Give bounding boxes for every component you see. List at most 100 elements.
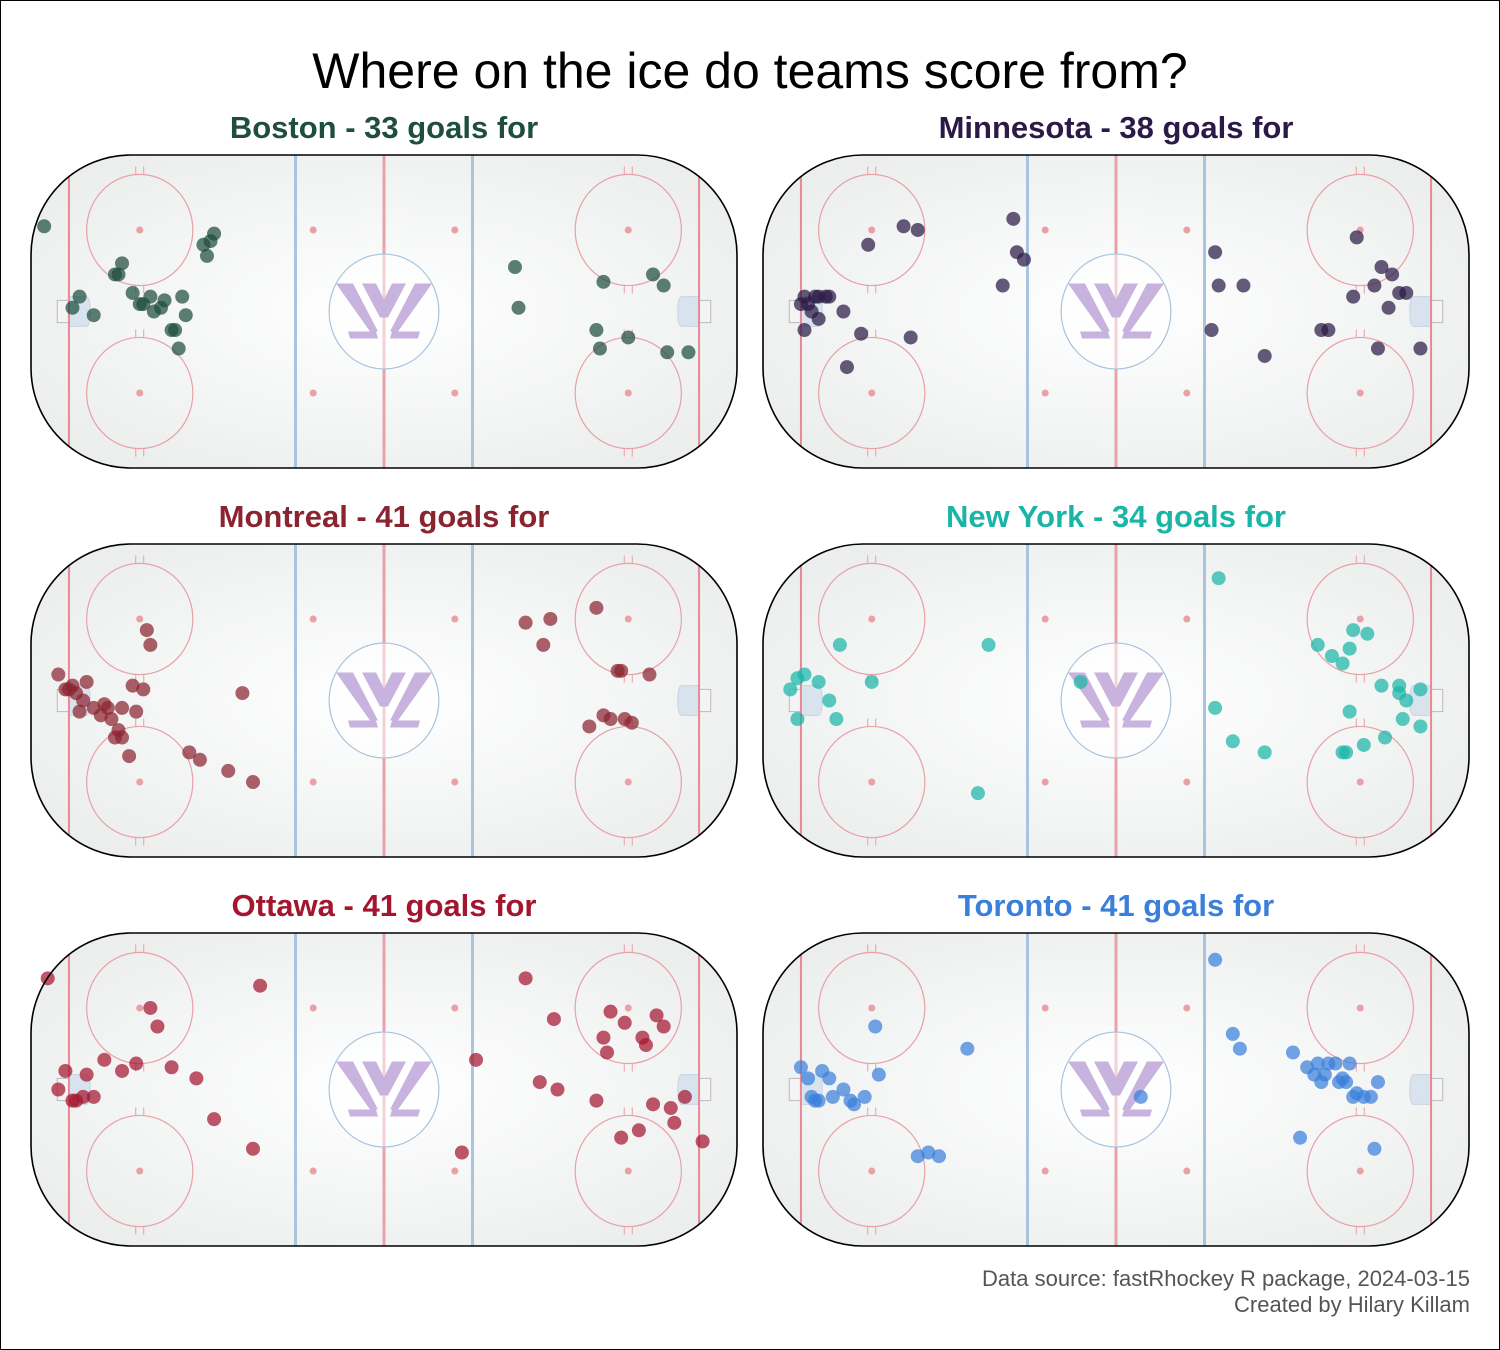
goal-point xyxy=(677,1089,692,1104)
rink-plot xyxy=(30,932,738,1247)
logo-stroke xyxy=(1094,672,1138,707)
rink-boards xyxy=(762,932,1470,1247)
goal-point xyxy=(649,1008,664,1023)
faceoff-dot xyxy=(624,389,632,397)
goal-point xyxy=(656,1019,671,1034)
goal-net xyxy=(698,1077,712,1102)
faceoff-circle xyxy=(574,951,682,1065)
goal-point xyxy=(910,1149,925,1164)
goal-point xyxy=(614,663,629,678)
goal-point xyxy=(79,1067,94,1082)
figure-title: Where on the ice do teams score from? xyxy=(312,43,1188,99)
panel-montreal: Montreal - 41 goals for xyxy=(30,499,738,879)
goal-point xyxy=(207,1112,222,1127)
goal-point xyxy=(1370,1075,1385,1090)
goal-point xyxy=(1257,348,1272,363)
faceoff-circle xyxy=(1306,173,1414,287)
faceoff-dot xyxy=(624,615,632,623)
goal-point xyxy=(903,330,918,345)
logo-stroke xyxy=(362,672,406,707)
goal-point xyxy=(97,1052,112,1067)
neutral-faceoff-dot xyxy=(309,226,317,234)
goal-point xyxy=(143,289,158,304)
goal-point xyxy=(507,260,522,275)
rink-boards xyxy=(30,543,738,858)
rink-surface xyxy=(31,933,737,1246)
goal-point xyxy=(589,1093,604,1108)
goal-point xyxy=(104,712,119,727)
goal-point xyxy=(76,693,91,708)
neutral-faceoff-dot xyxy=(1183,226,1191,234)
neutral-faceoff-dot xyxy=(1183,615,1191,623)
neutral-faceoff-dot xyxy=(451,1004,459,1012)
rink-surface xyxy=(763,544,1469,857)
goal-point xyxy=(663,1101,678,1116)
goal-point xyxy=(1208,952,1223,967)
goal-net xyxy=(1430,1077,1444,1102)
goal-point xyxy=(246,1141,261,1156)
goal-point xyxy=(129,704,144,719)
goal-point xyxy=(638,1038,653,1053)
logo-stroke xyxy=(1122,331,1152,339)
goal-point xyxy=(921,1145,936,1160)
neutral-faceoff-dot xyxy=(1183,1004,1191,1012)
goal-point xyxy=(1374,678,1389,693)
league-logo-icon xyxy=(336,1061,432,1117)
goal-point xyxy=(86,1089,101,1104)
neutral-faceoff-dot xyxy=(451,778,459,786)
faceoff-dot xyxy=(136,226,144,234)
goal-point xyxy=(111,267,126,282)
caption-credit: Created by Hilary Killam xyxy=(1234,1292,1470,1317)
goal-net xyxy=(698,688,712,713)
goal-point xyxy=(454,1145,469,1160)
faceoff-circle xyxy=(1306,951,1414,1065)
panel-toronto: Toronto - 41 goals for xyxy=(762,888,1470,1268)
goal-point xyxy=(864,674,879,689)
rink-surface xyxy=(31,155,737,468)
goal-point xyxy=(825,1089,840,1104)
goal-point xyxy=(1370,341,1385,356)
faceoff-circle xyxy=(86,173,194,287)
goal-point xyxy=(51,667,66,682)
goal-point xyxy=(960,1041,975,1056)
goal-point xyxy=(1339,745,1354,760)
goal-point xyxy=(86,308,101,323)
faceoff-dot xyxy=(624,1167,632,1175)
goal-point xyxy=(995,278,1010,293)
faceoff-circle xyxy=(818,725,926,839)
faceoff-circle xyxy=(86,562,194,676)
panel-title: New York - 34 goals for xyxy=(946,499,1286,534)
neutral-faceoff-dot xyxy=(309,389,317,397)
neutral-faceoff-dot xyxy=(451,1167,459,1175)
goal-point xyxy=(811,311,826,326)
rink-boards xyxy=(762,543,1470,858)
faceoff-dot xyxy=(136,615,144,623)
neutral-faceoff-dot xyxy=(1041,389,1049,397)
rink-plot xyxy=(30,154,738,469)
faceoff-circle xyxy=(1306,562,1414,676)
logo-stroke xyxy=(1122,1109,1152,1117)
goal-point xyxy=(829,712,844,727)
faceoff-circle xyxy=(818,562,926,676)
goal-point xyxy=(1395,712,1410,727)
panel-title: Toronto - 41 goals for xyxy=(957,888,1275,923)
neutral-faceoff-dot xyxy=(1183,389,1191,397)
goal-point xyxy=(614,1130,629,1145)
goal-point xyxy=(624,715,639,730)
goal-point xyxy=(192,752,207,767)
goal-point xyxy=(58,1063,73,1078)
faceoff-dot xyxy=(868,778,876,786)
neutral-faceoff-dot xyxy=(1041,1004,1049,1012)
goal-point xyxy=(832,637,847,652)
goal-point xyxy=(589,323,604,338)
faceoff-dot xyxy=(136,389,144,397)
goal-point xyxy=(695,1134,710,1149)
goal-point xyxy=(660,345,675,360)
goal-point xyxy=(51,1082,66,1097)
goal-net xyxy=(698,299,712,324)
goal-point xyxy=(1236,278,1251,293)
logo-stroke xyxy=(1094,283,1138,318)
goal-point xyxy=(1342,641,1357,656)
goal-crease xyxy=(677,685,700,716)
rink-surface xyxy=(763,933,1469,1246)
